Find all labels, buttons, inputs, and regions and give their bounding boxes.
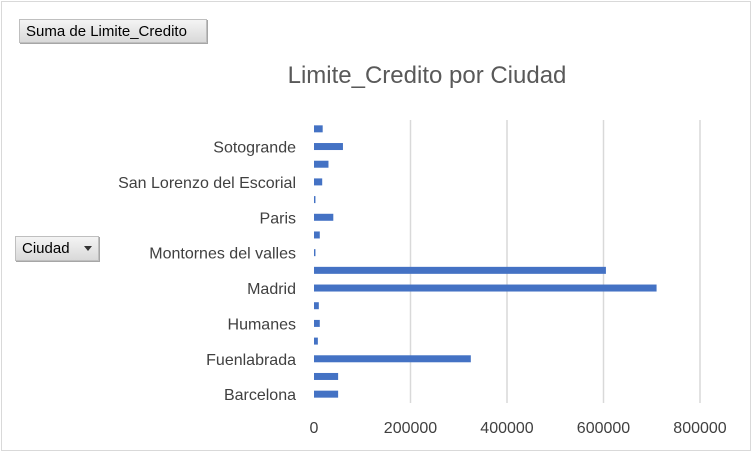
bar[interactable] [314,231,320,239]
category-label: Humanes [228,316,296,333]
x-tick-label: 0 [310,420,319,437]
category-labels: Barcelona Fuenlabrada Humanes Madrid Montorn… [118,140,296,405]
x-tick-label: 600000 [577,420,630,437]
bar[interactable] [314,284,657,292]
x-tick-label: 400000 [480,420,533,437]
axis-field-button[interactable]: Ciudad [15,236,99,261]
value-field-label: Suma de Limite_Credito [26,22,187,40]
bar[interactable] [314,355,471,363]
category-label: Montornes del valles [149,246,296,263]
bar[interactable] [314,390,339,398]
axis-field-label: Ciudad [22,240,70,257]
bar[interactable] [314,372,339,380]
bar[interactable] [314,266,606,274]
category-label: Sotogrande [213,140,296,157]
x-tick-label: 200000 [384,420,437,437]
category-label: Fuenlabrada [206,352,296,369]
dropdown-icon[interactable] [84,246,92,251]
category-label: Madrid [247,281,296,298]
bar[interactable] [314,125,323,133]
chart-title: Limite_Credito por Ciudad [287,62,567,89]
bar[interactable] [314,160,329,168]
x-tick-labels: 0 200000 400000 600000 800000 [310,420,727,437]
bar[interactable] [314,302,319,310]
bar[interactable] [314,143,343,151]
bars [314,125,657,398]
bar[interactable] [314,196,316,204]
value-field-button[interactable]: Suma de Limite_Credito [19,19,207,43]
bar[interactable] [314,337,318,345]
category-label: San Lorenzo del Escorial [118,175,296,192]
x-tick-label: 800000 [673,420,726,437]
category-label: Barcelona [224,387,296,404]
bar[interactable] [314,213,334,221]
category-label: Paris [260,210,296,227]
bar[interactable] [314,319,320,327]
bar[interactable] [314,249,316,257]
bar[interactable] [314,178,323,186]
